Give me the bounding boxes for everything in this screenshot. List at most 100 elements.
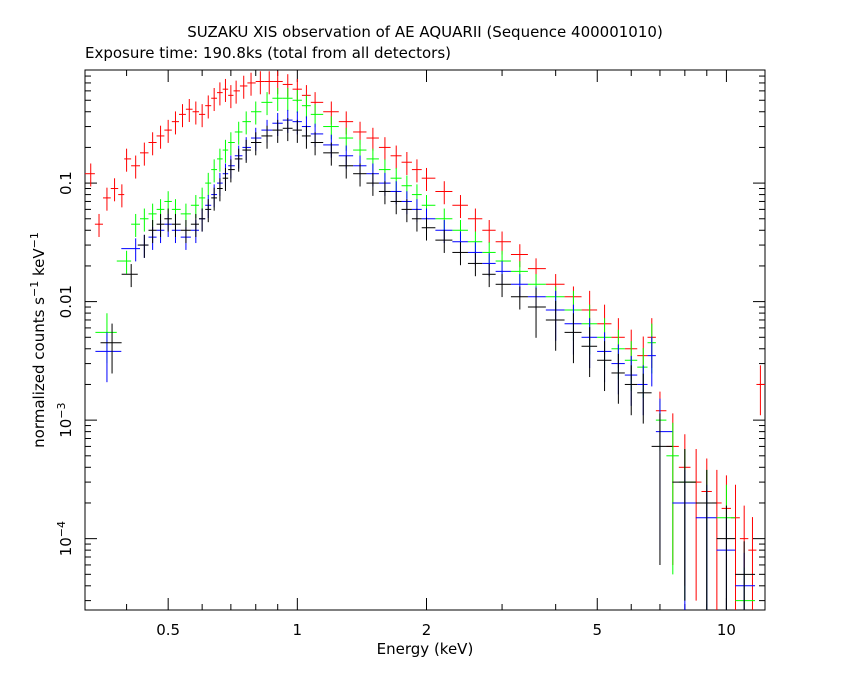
data-point [655,391,667,442]
data-point [495,274,511,298]
data-point [310,132,324,156]
y-axis-label: normalized counts s−1 keV−1 [28,232,48,448]
data-point [171,220,181,244]
data-point [637,336,648,387]
data-point [118,184,125,208]
data-point [611,353,625,404]
data-point [452,242,468,266]
data-point [156,125,165,149]
data-layer [85,71,765,610]
data-point [637,373,652,424]
data-point [421,167,436,191]
data-point [233,80,240,104]
data-point [735,541,756,610]
data-point [242,137,251,161]
data-point [421,217,436,241]
data-point [94,213,103,237]
data-point [651,413,673,565]
data-point [190,195,199,219]
data-point [198,104,206,128]
data-point [190,213,199,237]
data-point [292,119,302,143]
data-point [198,187,206,211]
data-point [695,484,717,610]
data-point [730,484,740,610]
data-point [282,118,293,142]
x-tick-label: 2 [422,621,432,639]
data-point [124,148,132,172]
data-point [666,422,679,575]
data-point [301,95,311,119]
series-0 [85,71,765,610]
data-point [323,142,339,166]
data-point [421,195,436,219]
data-point [527,287,546,338]
data-point [495,231,511,255]
data-point [222,139,229,163]
data-point [495,250,511,274]
chart-subtitle: Exposure time: 190.8ks (total from all d… [85,44,451,62]
data-point [95,332,122,383]
data-point [171,111,179,135]
data-point [672,449,696,601]
data-point [467,253,483,277]
data-point [205,199,212,223]
data-point [390,191,402,215]
data-point [272,88,283,112]
data-point [261,125,273,149]
data-point [390,145,402,169]
data-point [222,78,229,102]
data-point [711,469,722,610]
data-point [527,258,546,282]
data-point [261,92,273,116]
data-point [121,264,138,288]
y-tick-label: 10−4 [55,521,75,556]
data-point [435,229,453,253]
data-point [748,517,757,610]
data-point [148,220,157,244]
data-point [695,469,717,610]
data-point [247,72,256,96]
y-axis-label-mid: keV [30,248,48,281]
chart-title: SUZAKU XIS observation of AE AQUARII (Se… [187,23,663,41]
data-point [171,199,181,223]
y-tick-label: 0.1 [57,171,75,195]
data-point [222,167,229,191]
series-2 [95,109,756,610]
data-point [110,178,119,202]
data-point [255,71,265,95]
data-point [581,327,598,378]
data-point [190,220,199,244]
data-point [116,250,132,274]
x-tick-label: 5 [592,621,602,639]
data-point [564,313,582,364]
data-point [401,199,412,223]
data-point [366,172,379,196]
data-point [482,220,496,244]
data-point [756,365,765,416]
data-point [171,213,181,237]
data-point [217,178,223,202]
x-tick-label: 0.5 [156,621,180,639]
data-point [156,213,165,237]
data-point [137,234,149,258]
data-point [655,401,667,451]
data-point [310,123,324,147]
data-point [234,148,243,172]
data-point [624,365,638,416]
data-point [527,274,546,298]
y-axis-label-exp2: −1 [28,232,41,248]
data-point [217,148,223,172]
data-point [672,469,696,610]
data-point [140,142,149,166]
data-point [198,208,206,232]
axis-ticks [85,69,765,610]
data-point [482,264,496,288]
data-point [353,163,367,187]
data-point [378,181,391,205]
data-point [411,208,422,232]
data-point [95,313,117,364]
data-point [211,88,218,112]
series-1 [95,88,756,610]
